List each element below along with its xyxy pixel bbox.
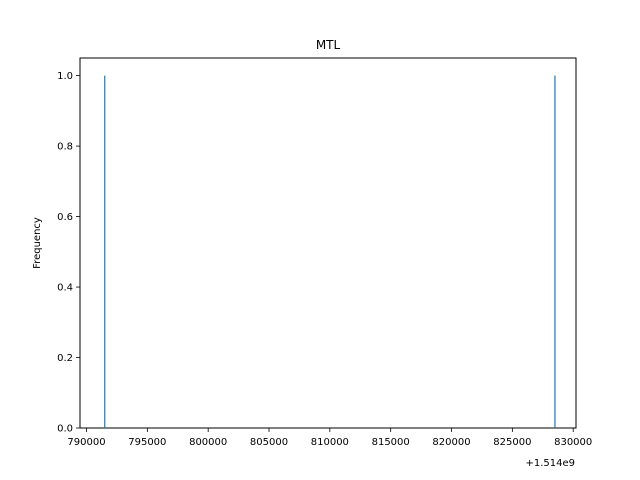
histogram-bar <box>104 75 106 429</box>
bars-group <box>104 75 556 429</box>
x-tick-label: 810000 <box>311 437 349 448</box>
y-tick-label: 0.6 <box>57 212 73 223</box>
y-tick-label: 0.8 <box>57 142 73 153</box>
plot-area <box>79 57 577 429</box>
y-tick-label: 0.0 <box>57 424 73 435</box>
y-axis-label: Frequency <box>32 217 43 269</box>
x-tick-label: 805000 <box>250 437 288 448</box>
x-tick-label: 830000 <box>554 437 592 448</box>
y-tick-label: 0.4 <box>57 283 73 294</box>
x-tick-label: 825000 <box>493 437 531 448</box>
plot-frame <box>79 57 577 429</box>
x-tick-label: 790000 <box>67 437 105 448</box>
y-tick-label: 1.0 <box>57 71 73 82</box>
x-tick-label: 795000 <box>128 437 166 448</box>
x-axis-offset-label: +1.514e9 <box>525 458 575 469</box>
y-tick-label: 0.2 <box>57 353 73 364</box>
x-axis: 790000 795000 800000 805000 810000 815000 8200… <box>67 428 592 448</box>
x-tick-label: 820000 <box>432 437 470 448</box>
x-tick-label: 800000 <box>189 437 227 448</box>
y-axis: 0.0 0.2 0.4 0.6 0.8 1.0 <box>57 71 80 435</box>
chart-title: MTL <box>316 38 341 52</box>
x-tick-label: 815000 <box>372 437 410 448</box>
histogram-bar <box>554 75 556 429</box>
